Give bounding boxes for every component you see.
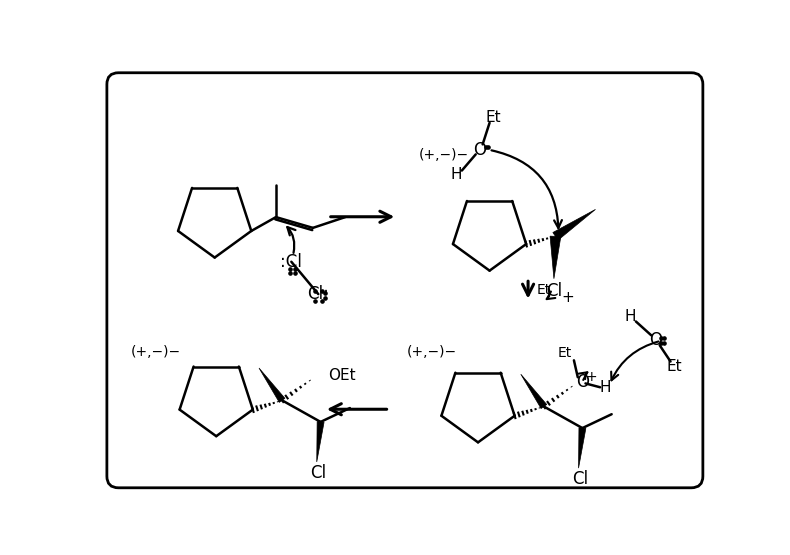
Text: O: O <box>576 373 589 391</box>
Text: +: + <box>586 370 597 384</box>
Text: +: + <box>562 290 574 305</box>
Text: O: O <box>473 141 486 159</box>
Text: H: H <box>600 380 611 395</box>
Polygon shape <box>259 368 285 402</box>
Text: Cl: Cl <box>546 282 562 300</box>
Text: (+,−)−: (+,−)− <box>131 345 181 359</box>
Polygon shape <box>553 209 596 240</box>
Text: (+,−)−: (+,−)− <box>419 148 468 162</box>
Polygon shape <box>550 236 561 279</box>
Text: OEt: OEt <box>329 368 356 383</box>
Text: Et: Et <box>667 360 683 375</box>
FancyBboxPatch shape <box>107 73 703 488</box>
Text: O: O <box>649 331 662 349</box>
Text: H: H <box>625 309 636 324</box>
Text: H: H <box>451 167 462 182</box>
Polygon shape <box>521 374 547 408</box>
Polygon shape <box>578 428 586 468</box>
Text: Et: Et <box>486 110 501 125</box>
Text: Cl: Cl <box>572 470 588 488</box>
Text: Cl: Cl <box>310 464 326 482</box>
Text: :Cl: :Cl <box>280 253 303 271</box>
Text: Cl:: Cl: <box>307 285 329 303</box>
Text: Et: Et <box>558 346 572 360</box>
Text: Et: Et <box>536 283 551 297</box>
Polygon shape <box>317 422 324 462</box>
Text: (+,−)−: (+,−)− <box>407 345 457 359</box>
